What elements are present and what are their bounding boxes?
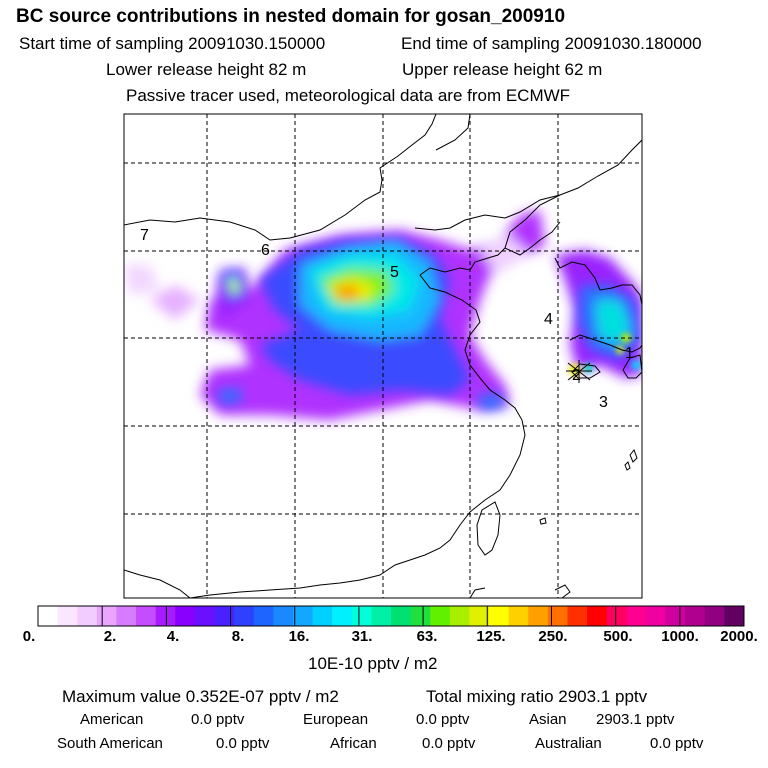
colorbar-tick-2: 4. xyxy=(166,628,180,645)
plot-title: BC source contributions in nested domain… xyxy=(16,6,566,27)
colorbar-swatch xyxy=(430,606,451,626)
region-label-5: 5 xyxy=(390,264,399,281)
colorbar-tick-5: 31. xyxy=(351,628,373,645)
colorbar-swatch xyxy=(136,606,157,626)
colorbar-swatch xyxy=(391,606,412,626)
colorbar-swatch xyxy=(469,606,490,626)
colorbar-tick-0: 0. xyxy=(22,628,36,645)
colorbar-tick-4: 16. xyxy=(288,628,310,645)
colorbar-swatch xyxy=(116,606,137,626)
european-value: 0.0 pptv xyxy=(416,711,470,728)
european-label: European xyxy=(303,711,369,728)
region-label-4: 4 xyxy=(544,311,553,328)
colorbar-swatch xyxy=(234,606,255,626)
colorbar-swatch xyxy=(292,606,314,626)
colorbar-swatch xyxy=(449,606,470,626)
colorbar-swatch xyxy=(665,606,686,626)
african-value: 0.0 pptv xyxy=(422,735,476,752)
colorbar-swatch xyxy=(645,606,667,626)
south-american-value: 0.0 pptv xyxy=(216,735,270,752)
colorbar-tick-3: 8. xyxy=(231,628,245,645)
lower-release-height: Lower release height 82 m xyxy=(106,60,307,79)
colorbar xyxy=(37,605,745,627)
american-value: 0.0 pptv xyxy=(191,711,245,728)
concentration-plume xyxy=(124,210,642,420)
colorbar-swatch xyxy=(371,606,392,626)
australian-label: Australian xyxy=(535,735,602,752)
american-label: American xyxy=(80,711,144,728)
colorbar-swatch xyxy=(273,606,294,626)
end-time-label: End time of sampling 20091030.180000 xyxy=(401,34,702,53)
colorbar-swatch xyxy=(685,606,706,626)
colorbar-swatch xyxy=(508,606,529,626)
colorbar-swatch xyxy=(528,606,549,626)
colorbar-swatch xyxy=(626,606,647,626)
region-label-6: 6 xyxy=(261,242,270,259)
coastlines xyxy=(124,114,642,598)
colorbar-swatch xyxy=(57,606,78,626)
colorbar-tick-1: 2. xyxy=(103,628,117,645)
colorbar-tick-6: 63. xyxy=(416,628,438,645)
asian-value: 2903.1 pptv xyxy=(596,711,675,728)
maximum-value: Maximum value 0.352E-07 pptv / m2 xyxy=(62,687,339,706)
colorbar-swatch xyxy=(253,606,274,626)
colorbar-swatch xyxy=(724,606,745,626)
colorbar-unit: 10E-10 pptv / m2 xyxy=(308,654,438,673)
tracer-note: Passive tracer used, meteorological data… xyxy=(126,86,571,105)
region-label-2: 2 xyxy=(572,367,581,384)
colorbar-swatch xyxy=(175,606,196,626)
colorbar-swatch xyxy=(38,606,59,626)
colorbar-swatch xyxy=(489,606,510,626)
colorbar-swatch xyxy=(547,606,568,626)
australian-value: 0.0 pptv xyxy=(650,735,704,752)
colorbar-swatch xyxy=(77,606,98,626)
colorbar-swatch xyxy=(587,606,608,626)
colorbar-tick-10: 1000. xyxy=(661,628,699,645)
colorbar-swatch xyxy=(96,606,117,626)
start-time-label: Start time of sampling 20091030.150000 xyxy=(19,34,326,53)
colorbar-swatch xyxy=(155,606,176,626)
colorbar-swatch xyxy=(410,606,431,626)
colorbar-swatch xyxy=(332,606,353,626)
colorbar-swatch xyxy=(194,606,215,626)
region-label-7: 7 xyxy=(140,227,149,244)
total-mixing-ratio: Total mixing ratio 2903.1 pptv xyxy=(426,687,648,706)
map-frame xyxy=(123,113,643,599)
colorbar-swatch xyxy=(351,606,372,626)
colorbar-swatch xyxy=(567,606,588,626)
region-label-1: 1 xyxy=(625,345,634,362)
colorbar-swatch xyxy=(312,606,333,626)
colorbar-tick-7: 125. xyxy=(476,628,506,645)
colorbar-tick-9: 500. xyxy=(603,628,633,645)
colorbar-swatch xyxy=(606,606,627,626)
colorbar-tick-8: 250. xyxy=(538,628,568,645)
african-label: African xyxy=(330,735,377,752)
receptor-marker xyxy=(566,360,592,383)
colorbar-swatch xyxy=(214,606,235,626)
colorbar-swatch xyxy=(704,606,725,626)
colorbar-frame xyxy=(37,605,745,627)
region-label-3: 3 xyxy=(599,394,608,411)
asian-label: Asian xyxy=(529,711,567,728)
upper-release-height: Upper release height 62 m xyxy=(402,60,603,79)
lat-lon-grid xyxy=(124,114,642,598)
south-american-label: South American xyxy=(57,735,163,752)
colorbar-tick-11: 2000. xyxy=(720,628,758,645)
